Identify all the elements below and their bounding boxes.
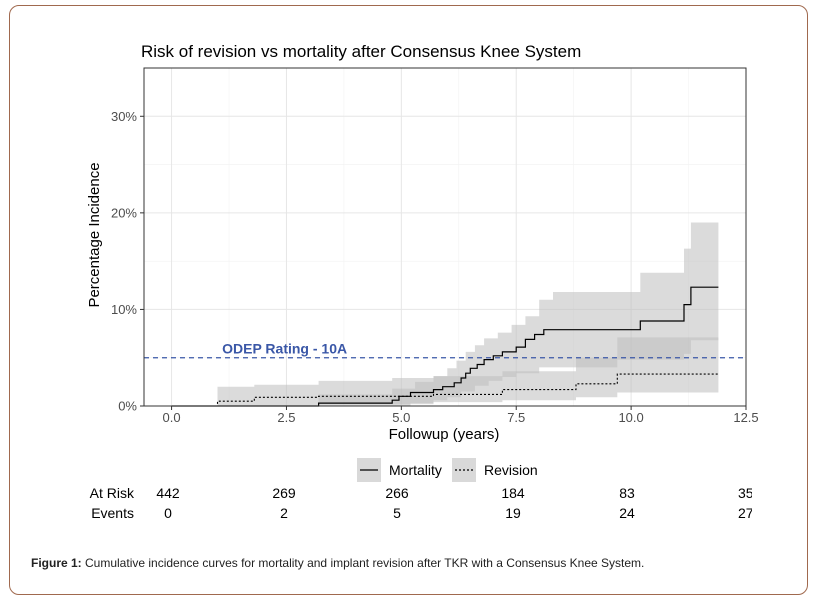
at-risk-cell: 269 — [272, 485, 296, 501]
x-tick-label: 10.0 — [618, 410, 643, 425]
at-risk-cell: 442 — [156, 485, 180, 501]
figure-caption: Figure 1: Cumulative incidence curves fo… — [31, 556, 644, 570]
x-axis-label: Followup (years) — [389, 426, 500, 443]
legend-label-revision: Revision — [484, 462, 538, 478]
y-tick-label: 20% — [111, 205, 137, 220]
events-cell: 5 — [393, 505, 401, 521]
at-risk-cell: 184 — [501, 485, 525, 501]
events-cell: 19 — [505, 505, 521, 521]
y-axis-label: Percentage Incidence — [86, 162, 103, 307]
events-cell: 27 — [738, 505, 752, 521]
y-tick-label: 0% — [118, 399, 137, 414]
events-cell: 24 — [619, 505, 635, 521]
caption-label: Figure 1: — [31, 556, 82, 570]
x-tick-label: 5.0 — [392, 410, 410, 425]
series-line-mortality — [171, 286, 719, 407]
chart-title: Risk of revision vs mortality after Cons… — [141, 42, 581, 61]
at-risk-cell: 266 — [385, 485, 409, 501]
y-tick-label: 30% — [111, 109, 137, 124]
series-line-revision — [171, 373, 719, 407]
ci-band-revision — [171, 337, 719, 406]
y-tick-label: 10% — [111, 302, 137, 317]
x-tick-label: 12.5 — [733, 410, 758, 425]
at-risk-cell: 83 — [619, 485, 635, 501]
at-risk-cell: 35 — [738, 485, 752, 501]
odep-reference-label: ODEP Rating - 10A — [222, 341, 347, 357]
x-tick-label: 0.0 — [163, 410, 181, 425]
legend: Mortality Revision — [357, 458, 538, 482]
legend-label-mortality: Mortality — [389, 462, 442, 478]
risk-table: At Risk Events 442 269 266 184 83 35 0 2… — [0, 485, 819, 525]
risk-row-label-events: Events — [91, 505, 134, 521]
x-tick-label: 7.5 — [507, 410, 525, 425]
plot-border — [143, 67, 747, 407]
x-tick-label: 2.5 — [277, 410, 295, 425]
risk-row-label-at-risk: At Risk — [89, 485, 134, 501]
caption-text: Cumulative incidence curves for mortalit… — [81, 556, 645, 570]
events-cell: 2 — [280, 505, 288, 521]
events-cell: 0 — [164, 505, 172, 521]
